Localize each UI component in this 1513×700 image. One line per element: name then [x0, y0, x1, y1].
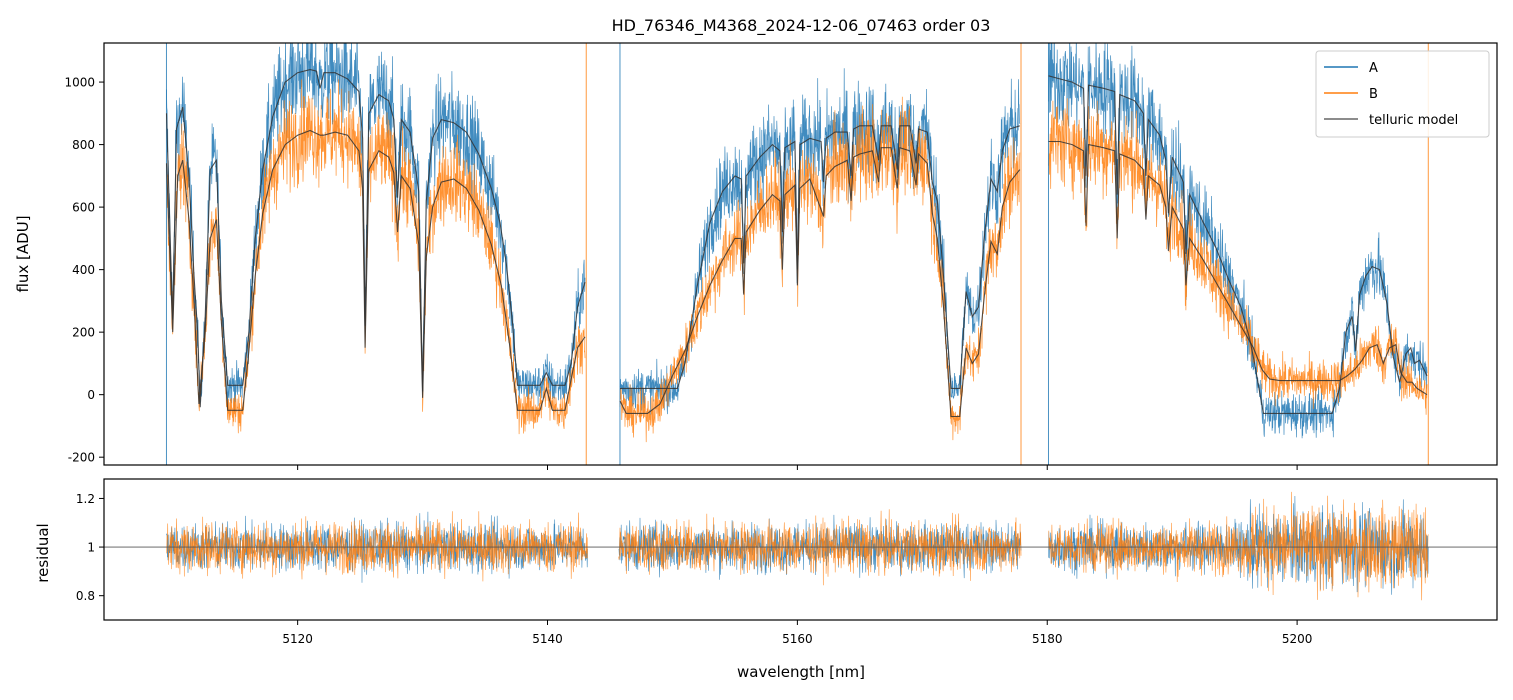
chart-title: HD_76346_M4368_2024-12-06_07463 order 03: [612, 16, 991, 36]
residual-axes-frame: [103, 478, 1498, 621]
residual-y-tick-label-0.8: 0.8: [76, 589, 95, 603]
flux-y-tick-label-0: 0: [87, 388, 95, 402]
residual-b-segment-1: [618, 509, 1022, 586]
flux-y-tick-label-400: 400: [72, 263, 95, 277]
legend-label-b: B: [1369, 87, 1378, 102]
x-tick-label-5140: 5140: [532, 632, 563, 646]
flux-y-axis-label: flux [ADU]: [14, 215, 32, 292]
legend-box: [1315, 50, 1490, 138]
residual-y-tick-label-1.2: 1.2: [76, 492, 95, 506]
telluric-model-a-segment-1: [620, 125, 1020, 389]
telluric-model-b-segment-2: [1048, 140, 1428, 396]
flux-y-tick-label-200: 200: [72, 326, 95, 340]
residual-y-ticks: 0.8 1 1.2: [76, 492, 104, 603]
flux-y-tick-label-600: 600: [72, 201, 95, 215]
flux-y-tick-label-1000: 1000: [64, 76, 95, 90]
legend-label-telluric-model: telluric model: [1369, 113, 1458, 128]
x-tick-label-5160: 5160: [782, 632, 813, 646]
residual-b-segment-2: [1048, 491, 1429, 601]
x-tick-label-5120: 5120: [282, 632, 313, 646]
telluric-model-b-segment-1: [619, 146, 1021, 418]
telluric-model-a-segment-2: [1048, 75, 1428, 414]
flux-x-ticks: [297, 465, 1298, 470]
telluric-model-b-segment-0: [165, 129, 586, 411]
flux-b-segment-0: [166, 79, 586, 435]
flux-y-tick-label--200: -200: [68, 451, 95, 465]
residual-b-segment-0: [166, 511, 588, 582]
flux-y-ticks: -200 0 200 400 600 800 1000: [64, 76, 104, 465]
flux-b-segment-1: [619, 96, 1021, 443]
residual-x-ticks: 5120 5140 5160 5180 5200: [282, 620, 1312, 646]
legend-label-a: A: [1369, 61, 1378, 76]
telluric-model-a-segment-0: [165, 69, 586, 408]
flux-y-tick-label-800: 800: [72, 138, 95, 152]
x-tick-label-5200: 5200: [1282, 632, 1313, 646]
flux-axes-frame: [103, 42, 1498, 466]
residual-y-tick-label-1: 1: [87, 541, 95, 555]
x-axis-label: wavelength [nm]: [737, 663, 865, 681]
residual-y-axis-label: residual: [34, 523, 52, 582]
flux-b-segment-2: [1048, 98, 1428, 415]
x-tick-label-5180: 5180: [1032, 632, 1063, 646]
legend: A B telluric model: [1315, 50, 1490, 138]
residual-plot-area: [104, 491, 1497, 601]
